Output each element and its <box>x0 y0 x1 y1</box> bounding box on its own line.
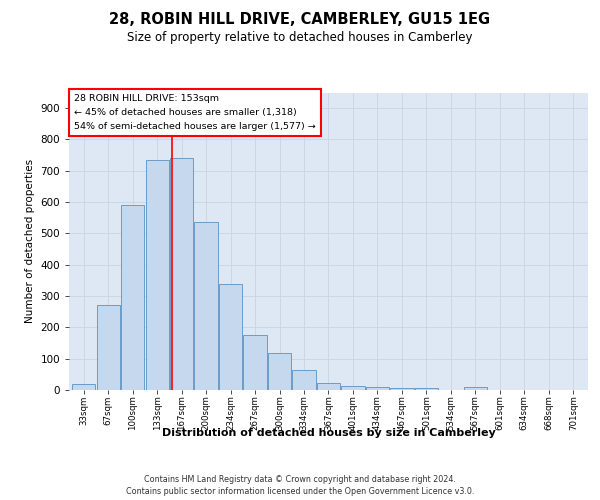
Text: Size of property relative to detached houses in Camberley: Size of property relative to detached ho… <box>127 31 473 44</box>
Bar <box>146 160 169 390</box>
Bar <box>194 222 218 390</box>
Bar <box>292 370 316 390</box>
Bar <box>219 284 242 390</box>
Text: 28 ROBIN HILL DRIVE: 153sqm
← 45% of detached houses are smaller (1,318)
54% of : 28 ROBIN HILL DRIVE: 153sqm ← 45% of det… <box>74 94 316 131</box>
Bar <box>464 387 487 390</box>
Bar <box>415 388 438 390</box>
Bar <box>244 335 266 390</box>
Bar <box>170 158 193 390</box>
Bar <box>341 386 365 390</box>
Bar <box>317 383 340 390</box>
Bar <box>366 388 389 390</box>
Y-axis label: Number of detached properties: Number of detached properties <box>25 159 35 324</box>
Text: Contains HM Land Registry data © Crown copyright and database right 2024.
Contai: Contains HM Land Registry data © Crown c… <box>126 474 474 496</box>
Bar <box>391 388 413 390</box>
Bar <box>72 384 95 390</box>
Bar <box>97 306 120 390</box>
Text: Distribution of detached houses by size in Camberley: Distribution of detached houses by size … <box>162 428 496 438</box>
Bar <box>268 353 291 390</box>
Bar <box>121 205 144 390</box>
Text: 28, ROBIN HILL DRIVE, CAMBERLEY, GU15 1EG: 28, ROBIN HILL DRIVE, CAMBERLEY, GU15 1E… <box>109 12 491 28</box>
